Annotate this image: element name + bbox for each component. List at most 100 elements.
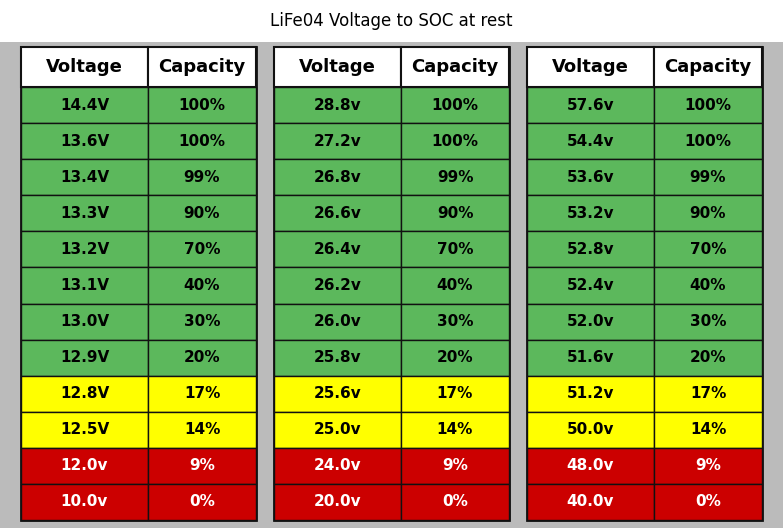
Text: 28.8v: 28.8v <box>314 98 361 112</box>
Text: 10.0v: 10.0v <box>61 494 108 510</box>
Text: 30%: 30% <box>437 314 473 329</box>
Bar <box>148 412 256 448</box>
Bar <box>654 195 762 231</box>
Text: 20%: 20% <box>690 350 727 365</box>
Bar <box>527 448 654 484</box>
Text: 70%: 70% <box>437 242 473 257</box>
Bar <box>527 47 654 87</box>
Text: 26.8v: 26.8v <box>314 169 362 185</box>
Bar <box>21 304 148 340</box>
Text: 14.4V: 14.4V <box>60 98 109 112</box>
Bar <box>401 267 509 304</box>
Text: 100%: 100% <box>179 134 226 148</box>
Bar <box>274 267 401 304</box>
Text: 9%: 9% <box>189 458 215 474</box>
Bar <box>654 304 762 340</box>
Bar <box>21 340 148 375</box>
Text: 99%: 99% <box>184 169 220 185</box>
Text: 26.0v: 26.0v <box>314 314 362 329</box>
Bar <box>274 448 401 484</box>
Text: 100%: 100% <box>684 134 731 148</box>
Bar <box>401 340 509 375</box>
Bar <box>401 448 509 484</box>
Text: 26.2v: 26.2v <box>313 278 362 293</box>
Text: Voltage: Voltage <box>46 58 123 76</box>
Text: 90%: 90% <box>184 206 220 221</box>
Bar <box>654 412 762 448</box>
Bar <box>274 340 401 375</box>
Bar <box>274 123 401 159</box>
Bar <box>274 231 401 267</box>
Bar <box>527 87 654 123</box>
Text: 13.3V: 13.3V <box>60 206 109 221</box>
Text: 0%: 0% <box>695 494 721 510</box>
Text: 48.0v: 48.0v <box>567 458 614 474</box>
Bar <box>274 195 401 231</box>
Text: 40.0v: 40.0v <box>567 494 614 510</box>
Text: 20%: 20% <box>437 350 473 365</box>
Bar <box>527 340 654 375</box>
Text: 12.0v: 12.0v <box>61 458 108 474</box>
Bar <box>654 448 762 484</box>
Bar <box>274 47 401 87</box>
Text: 12.9V: 12.9V <box>60 350 109 365</box>
Bar <box>654 87 762 123</box>
Bar <box>21 87 148 123</box>
Bar <box>527 412 654 448</box>
Bar <box>654 47 762 87</box>
Bar <box>401 159 509 195</box>
Bar <box>148 231 256 267</box>
Bar <box>654 123 762 159</box>
Text: 13.0V: 13.0V <box>60 314 109 329</box>
Text: 9%: 9% <box>442 458 468 474</box>
Text: 40%: 40% <box>437 278 473 293</box>
Bar <box>148 195 256 231</box>
Text: 100%: 100% <box>684 98 731 112</box>
Text: 9%: 9% <box>695 458 721 474</box>
Bar <box>401 304 509 340</box>
Text: 24.0v: 24.0v <box>314 458 361 474</box>
Bar <box>654 375 762 412</box>
Text: 26.4v: 26.4v <box>314 242 362 257</box>
Text: 51.6v: 51.6v <box>567 350 614 365</box>
Text: 20%: 20% <box>184 350 220 365</box>
Bar <box>527 123 654 159</box>
Text: 100%: 100% <box>431 98 478 112</box>
Bar <box>148 375 256 412</box>
Bar <box>21 47 256 520</box>
Text: 52.8v: 52.8v <box>567 242 615 257</box>
Text: 57.6v: 57.6v <box>567 98 615 112</box>
Bar <box>274 375 401 412</box>
Text: Voltage: Voltage <box>299 58 376 76</box>
Text: 99%: 99% <box>690 169 727 185</box>
Bar <box>527 159 654 195</box>
Text: 99%: 99% <box>437 169 473 185</box>
Text: 52.0v: 52.0v <box>567 314 615 329</box>
Text: 25.6v: 25.6v <box>314 386 362 401</box>
Text: 27.2v: 27.2v <box>314 134 362 148</box>
Text: 12.8V: 12.8V <box>60 386 109 401</box>
Text: 51.2v: 51.2v <box>567 386 614 401</box>
Text: 20.0v: 20.0v <box>314 494 361 510</box>
Bar <box>654 231 762 267</box>
Bar <box>21 448 148 484</box>
Bar <box>21 123 148 159</box>
Text: 70%: 70% <box>184 242 220 257</box>
Bar <box>527 231 654 267</box>
Bar <box>21 375 148 412</box>
Bar <box>21 159 148 195</box>
Text: 30%: 30% <box>184 314 220 329</box>
Bar <box>654 484 762 520</box>
Bar <box>0 0 783 42</box>
Text: 26.6v: 26.6v <box>313 206 362 221</box>
Text: Capacity: Capacity <box>664 58 752 76</box>
Text: 30%: 30% <box>690 314 727 329</box>
Text: 13.6V: 13.6V <box>60 134 109 148</box>
Bar <box>401 231 509 267</box>
Bar <box>148 123 256 159</box>
Text: 70%: 70% <box>690 242 727 257</box>
Bar <box>148 47 256 87</box>
Bar <box>274 484 401 520</box>
Bar <box>654 159 762 195</box>
Bar <box>527 267 654 304</box>
